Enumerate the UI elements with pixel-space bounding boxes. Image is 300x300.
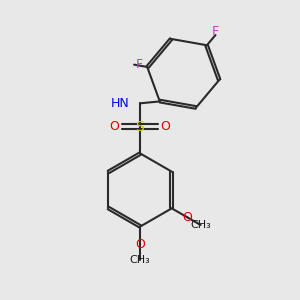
Text: S: S (136, 120, 144, 134)
Text: CH₃: CH₃ (130, 255, 150, 265)
Text: CH₃: CH₃ (190, 220, 211, 230)
Text: O: O (183, 211, 193, 224)
Text: F: F (136, 58, 143, 71)
Text: F: F (212, 25, 219, 38)
Text: O: O (161, 120, 171, 133)
Text: O: O (135, 238, 145, 251)
Text: HN: HN (111, 97, 130, 110)
Text: O: O (110, 120, 119, 133)
